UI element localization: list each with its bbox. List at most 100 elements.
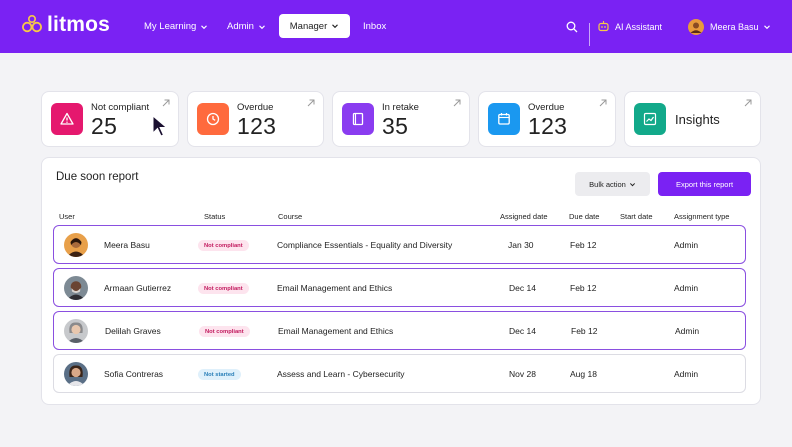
stat-value: 25 [91,113,118,139]
due-soon-report-panel: Due soon report Bulk action Export this … [41,157,761,405]
status-badge: Not compliant [198,240,249,251]
course-cell[interactable]: Email Management and Ethics [278,325,394,336]
stat-badge [342,103,374,135]
assigned-date-cell: Nov 28 [509,368,536,379]
stat-badge [197,103,229,135]
stat-label: Not compliant [91,102,150,113]
avatar [64,319,88,343]
column-header-due-date[interactable]: Due date [569,212,600,221]
column-header-assignment-type[interactable]: Assignment type [674,212,730,221]
litmos-logo-icon [21,14,43,33]
ai-assistant-button[interactable]: AI Assistant [597,0,662,53]
assigned-date-cell: Dec 14 [509,282,536,293]
book-icon [352,112,364,126]
warning-triangle-icon [60,112,74,125]
stat-value: 123 [237,113,277,139]
stat-label: In retake [382,102,419,113]
calendar-icon [498,113,510,125]
due-date-cell: Feb 12 [571,325,598,336]
arrow-up-right-icon [744,99,752,107]
column-header-status[interactable]: Status [204,212,226,221]
bulk-action-label: Bulk action [589,179,626,189]
due-date-cell: Feb 12 [570,239,597,250]
status-badge: Not compliant [198,283,249,294]
top-nav: litmos My Learning Admin Manager Inbox A… [0,0,792,53]
nav-my-learning[interactable]: My Learning [144,0,208,53]
brand-logo[interactable]: litmos [21,13,110,37]
course-cell[interactable]: Email Management and Ethics [277,282,393,293]
chevron-down-icon [332,24,339,29]
stat-label: Overdue [528,102,565,113]
assignment-type-cell: Admin [675,325,700,336]
report-title: Due soon report [56,171,139,183]
assignment-type-cell: Admin [674,368,699,379]
nav-admin-label: Admin [227,21,254,32]
user-name-cell: Meera Basu [104,239,150,250]
assignment-type-cell: Admin [674,282,699,293]
stat-value: 123 [528,113,568,139]
chevron-down-icon [259,24,265,29]
export-report-button[interactable]: Export this report [658,172,751,196]
stat-card-overdue-2[interactable]: Overdue 123 [478,91,616,147]
column-header-start-date[interactable]: Start date [620,212,653,221]
brand-name: litmos [47,13,111,36]
mouse-cursor-icon [152,115,168,137]
ai-assistant-icon [598,21,609,32]
user-name-cell: Armaan Gutierrez [104,282,172,293]
avatar [64,276,88,300]
user-name-cell: Sofia Contreras [104,368,164,379]
course-cell[interactable]: Compliance Essentials - Equality and Div… [277,239,453,250]
user-name-cell: Delilah Graves [105,325,161,336]
nav-admin[interactable]: Admin [227,0,266,53]
table-row[interactable]: Armaan Gutierrez Not compliant Email Man… [53,268,746,307]
search-button[interactable] [566,0,578,53]
stat-badge [51,103,83,135]
nav-manager[interactable]: Manager [279,14,350,38]
stat-badge [488,103,520,135]
column-header-assigned-date[interactable]: Assigned date [500,212,548,221]
ai-assistant-label: AI Assistant [615,21,663,32]
assigned-date-cell: Dec 14 [509,325,536,336]
status-badge: Not compliant [199,326,250,337]
status-badge: Not started [198,369,241,380]
due-date-cell: Feb 12 [570,282,597,293]
nav-inbox-label: Inbox [363,21,387,32]
nav-my-learning-label: My Learning [144,21,197,32]
avatar [64,233,88,257]
stat-card-insights[interactable]: Insights [624,91,761,147]
assignment-type-cell: Admin [674,239,699,250]
arrow-up-right-icon [307,99,315,107]
chevron-down-icon [201,24,208,29]
chevron-down-icon [763,24,770,29]
due-date-cell: Aug 18 [570,368,597,379]
chevron-down-icon [629,182,635,186]
arrow-up-right-icon [453,99,461,107]
nav-divider [589,23,590,46]
nav-inbox[interactable]: Inbox [363,0,386,53]
search-icon [566,21,578,32]
avatar [688,18,704,35]
user-menu[interactable]: Meera Basu [688,0,771,53]
table-row[interactable]: Sofia Contreras Not started Assess and L… [53,354,746,393]
table-row[interactable]: Delilah Graves Not compliant Email Manag… [53,311,746,350]
course-cell[interactable]: Assess and Learn - Cybersecurity [277,368,405,379]
export-report-label: Export this report [675,179,734,189]
table-row[interactable]: Meera Basu Not compliant Compliance Esse… [53,225,746,264]
stat-label: Overdue [237,102,274,113]
assigned-date-cell: Jan 30 [508,239,534,250]
arrow-up-right-icon [599,99,607,107]
column-header-user[interactable]: User [59,212,75,221]
chart-line-icon [643,112,657,126]
clock-icon [206,112,220,126]
stat-value: 35 [382,113,409,139]
column-header-course[interactable]: Course [278,212,303,221]
stat-card-in-retake[interactable]: In retake 35 [332,91,470,147]
nav-manager-label: Manager [289,20,328,32]
bulk-action-button[interactable]: Bulk action [575,172,650,196]
stat-badge [634,103,666,135]
user-name: Meera Basu [710,21,759,32]
avatar [64,362,88,386]
stat-card-overdue[interactable]: Overdue 123 [187,91,324,147]
insights-label: Insights [675,112,720,127]
arrow-up-right-icon [162,99,170,107]
